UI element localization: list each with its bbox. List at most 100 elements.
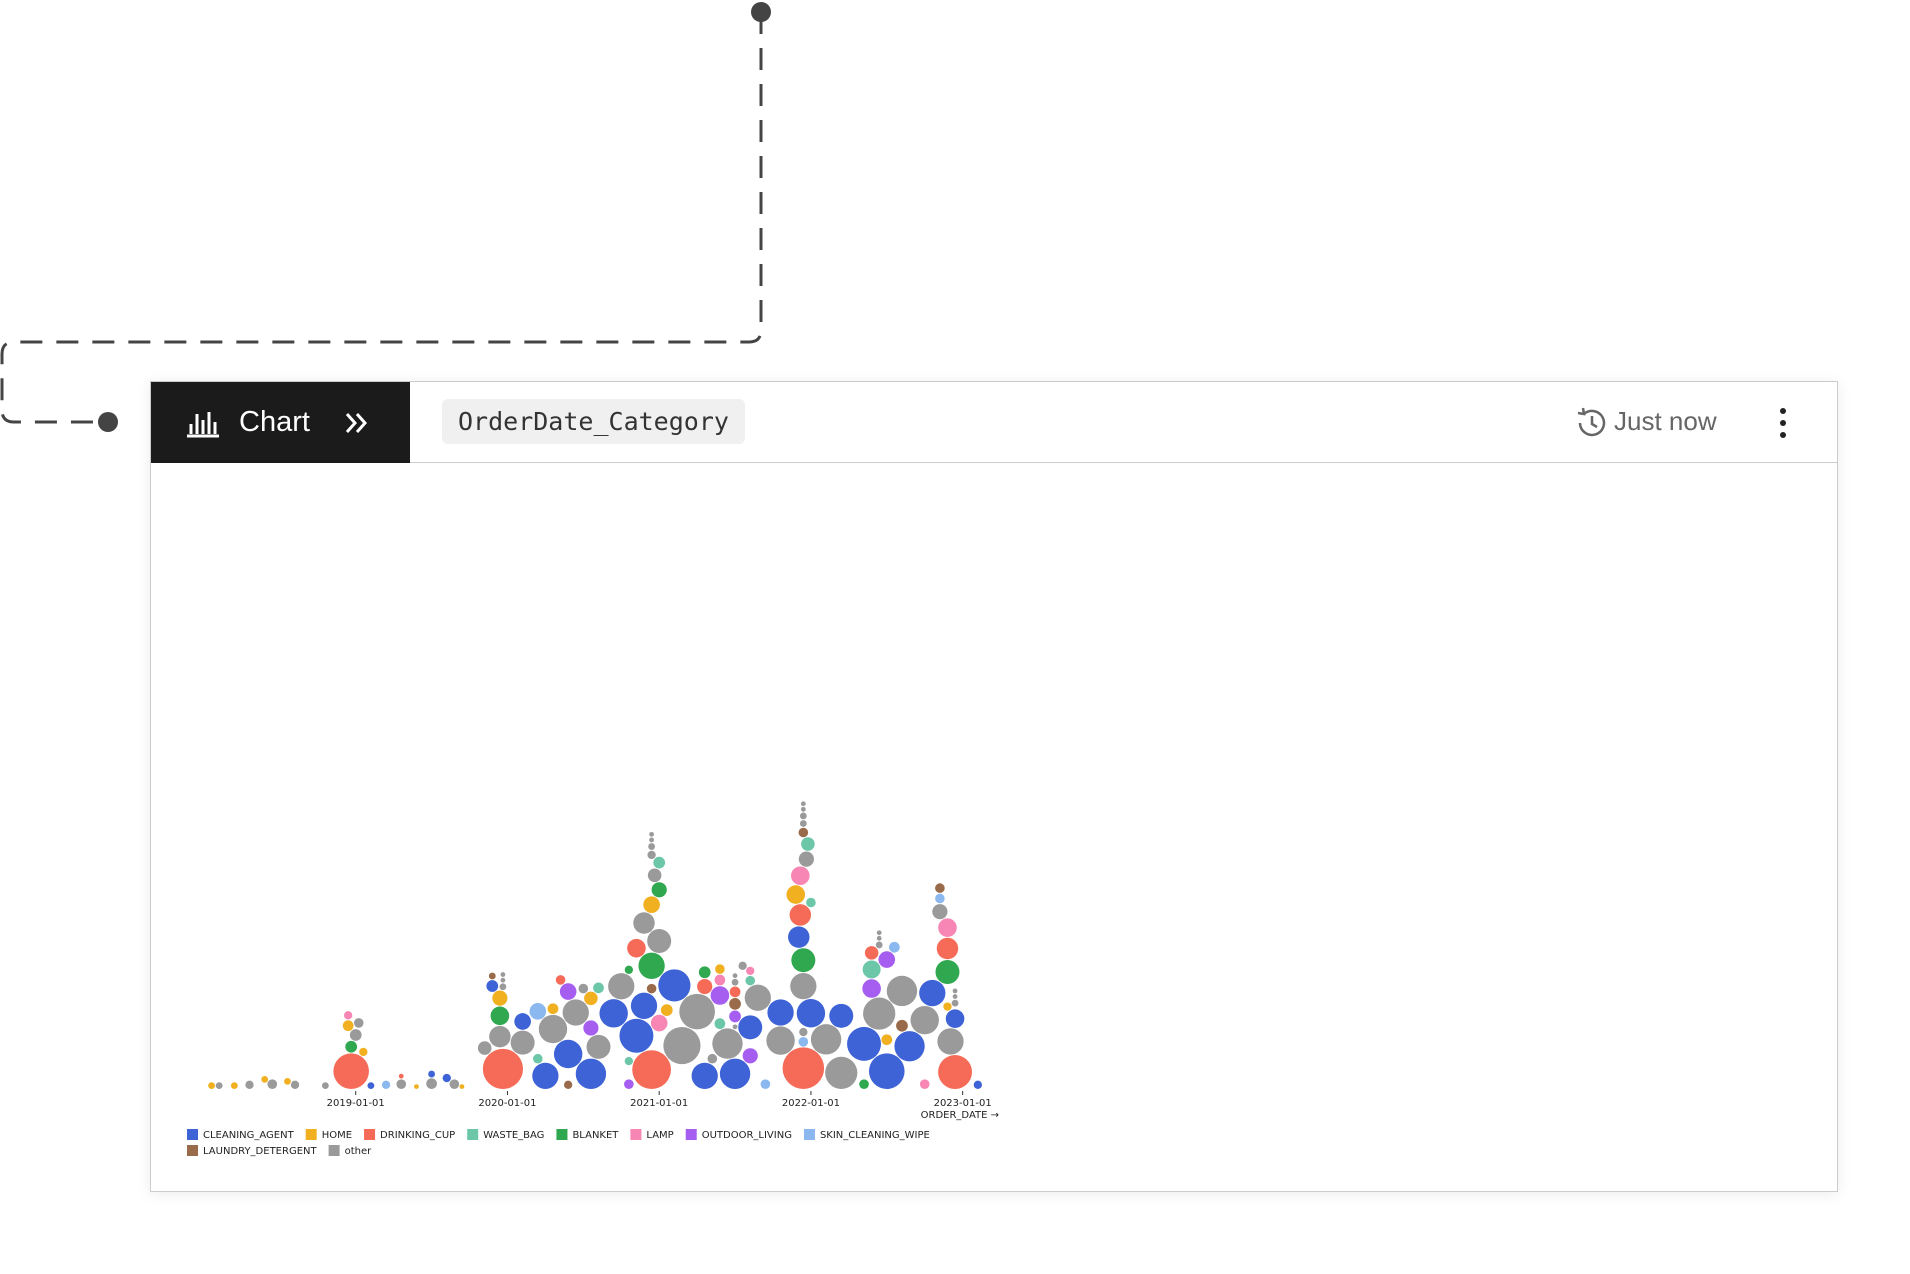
bubble xyxy=(215,1082,223,1089)
bubble xyxy=(510,1030,535,1055)
bubble xyxy=(599,999,628,1028)
bubble xyxy=(529,1003,547,1020)
bubble xyxy=(538,1014,568,1044)
bubble xyxy=(333,1053,369,1089)
bubble xyxy=(477,1041,492,1055)
bubble xyxy=(449,1079,460,1089)
bubble xyxy=(691,1062,718,1089)
legend-label: SKIN_CLEANING_WIPE xyxy=(820,1130,930,1141)
bubble xyxy=(488,972,496,980)
bubble xyxy=(788,926,810,948)
bubble xyxy=(791,948,816,973)
bubble xyxy=(398,1073,404,1079)
bubble xyxy=(638,952,665,979)
bubble xyxy=(663,1026,701,1065)
bubble xyxy=(651,882,667,898)
bubble xyxy=(245,1080,254,1089)
bubble xyxy=(738,1015,763,1040)
bubble xyxy=(555,975,566,985)
x-tick-label: 2019-01-01 xyxy=(327,1098,385,1109)
bubble xyxy=(575,1058,607,1089)
bubble xyxy=(935,883,945,893)
bubble xyxy=(514,1013,531,1030)
bubble xyxy=(744,984,771,1011)
bubble xyxy=(938,1055,973,1089)
expand-icon[interactable] xyxy=(345,413,368,433)
chart-tab[interactable]: Chart xyxy=(151,382,410,463)
bubble xyxy=(345,1040,358,1053)
bubble xyxy=(532,1062,559,1089)
card-header: Chart OrderDate_Category Just now xyxy=(151,382,1837,463)
bubble xyxy=(698,966,711,979)
bubble xyxy=(489,1025,511,1048)
bubble xyxy=(767,999,794,1026)
bubble xyxy=(937,1028,964,1055)
bubble xyxy=(868,1053,905,1089)
bubble xyxy=(486,980,499,992)
bubble xyxy=(919,1079,930,1089)
bubble xyxy=(786,885,806,904)
bubble xyxy=(731,978,739,986)
bubble xyxy=(428,1070,435,1078)
bubble xyxy=(562,999,589,1026)
bubble xyxy=(349,1029,362,1041)
chart-card: Chart OrderDate_Category Just now 2019-0… xyxy=(150,381,1838,1192)
bubble xyxy=(619,1018,654,1053)
bubble xyxy=(649,837,655,843)
bubble xyxy=(492,990,508,1006)
bubble xyxy=(367,1082,375,1089)
query-name[interactable]: OrderDate_Category xyxy=(442,399,745,444)
bubble xyxy=(791,866,810,886)
bubble xyxy=(321,1082,329,1089)
bubble xyxy=(889,941,900,953)
bubble xyxy=(938,918,957,937)
bubble xyxy=(973,1080,982,1089)
more-menu[interactable] xyxy=(1773,403,1793,443)
bubble xyxy=(359,1047,368,1057)
bubble xyxy=(342,1020,354,1032)
legend-swatch xyxy=(187,1145,198,1156)
bubble xyxy=(896,1019,908,1032)
bubble xyxy=(742,1048,758,1064)
bubble xyxy=(766,1026,795,1055)
bubble xyxy=(632,1050,671,1089)
legend-label: OUTDOOR_LIVING xyxy=(702,1130,792,1141)
bubble xyxy=(267,1079,278,1089)
x-tick-label: 2022-01-01 xyxy=(782,1098,840,1109)
bubble xyxy=(729,997,741,1010)
bubble xyxy=(426,1078,437,1089)
connector-line xyxy=(0,12,763,424)
bubble xyxy=(798,827,809,838)
bubble xyxy=(863,997,896,1030)
bubble xyxy=(952,988,958,994)
legend-swatch xyxy=(328,1145,340,1156)
bubble xyxy=(578,983,589,994)
bubble xyxy=(876,930,882,936)
bubble xyxy=(712,1028,743,1059)
bubble xyxy=(932,904,948,920)
bubble xyxy=(935,893,945,904)
bubble xyxy=(624,965,634,974)
bubble xyxy=(936,937,959,960)
bubble xyxy=(910,1005,939,1035)
bubble xyxy=(697,978,713,995)
bubble xyxy=(714,1018,726,1030)
x-tick-label: 2021-01-01 xyxy=(630,1098,688,1109)
bubble xyxy=(952,994,958,999)
bubble xyxy=(208,1082,215,1089)
bubble xyxy=(790,973,817,1000)
bubble xyxy=(584,991,598,1006)
bubble xyxy=(789,904,812,926)
bubble xyxy=(714,974,726,986)
bubble xyxy=(353,1018,364,1028)
bubble xyxy=(533,1053,543,1064)
bubble xyxy=(875,941,883,949)
legend-swatch xyxy=(467,1129,479,1140)
connector-dot xyxy=(98,412,118,432)
bubble xyxy=(710,986,730,1005)
bubble xyxy=(732,1024,738,1030)
bubble xyxy=(653,856,666,869)
bubble xyxy=(559,983,577,1000)
x-axis-label: ORDER_DATE → xyxy=(921,1110,999,1121)
